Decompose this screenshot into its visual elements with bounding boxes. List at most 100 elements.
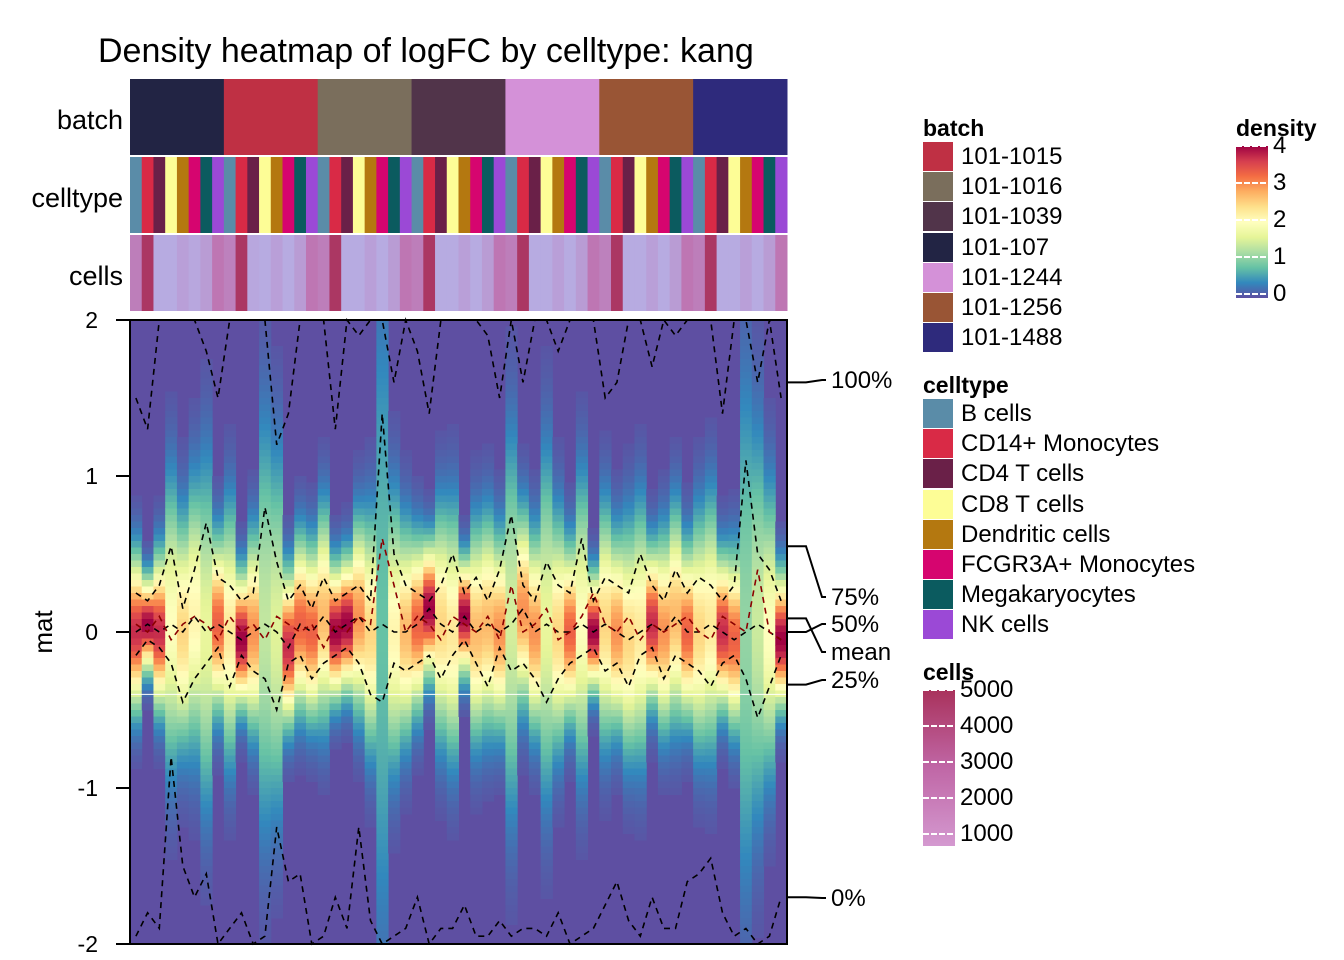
density-cell (282, 742, 295, 750)
density-cell (517, 612, 530, 620)
density-cell (751, 742, 765, 750)
density-cell (481, 729, 495, 737)
density-cell (376, 872, 389, 880)
density-cell (740, 463, 753, 470)
density-cell (247, 729, 260, 737)
density-cell (763, 794, 776, 802)
cells-cell (564, 235, 577, 311)
density-cell (470, 664, 483, 672)
density-cell (575, 398, 589, 405)
density-cell (435, 703, 448, 711)
density-cell (564, 495, 577, 503)
density-cell (376, 885, 389, 893)
density-cell (669, 775, 682, 782)
density-cell (634, 541, 647, 548)
density-cell (200, 625, 213, 633)
density-cell (740, 411, 753, 418)
celltype-cell (669, 157, 682, 233)
density-cell (399, 749, 413, 756)
density-cell (341, 729, 354, 737)
density-cell (247, 495, 260, 503)
density-cell (165, 619, 178, 626)
density-cell (564, 651, 577, 659)
density-cell (352, 736, 366, 743)
density-cell (528, 671, 542, 678)
density-cell (305, 560, 319, 568)
density-cell (763, 755, 776, 763)
density-cell (528, 664, 542, 672)
density-cell (481, 638, 495, 646)
density-cell (259, 424, 272, 431)
density-cell (200, 729, 213, 737)
density-cell (294, 515, 307, 522)
cells-cell (223, 235, 237, 311)
density-cell (259, 931, 272, 938)
density-cell (564, 749, 577, 756)
density-cell (364, 775, 377, 782)
density-cell (223, 463, 237, 470)
density-cell (540, 736, 553, 743)
density-cell (329, 554, 342, 561)
density-cell (716, 528, 729, 535)
density-cell (740, 814, 753, 821)
density-cell (493, 593, 506, 600)
density-cell (775, 612, 788, 620)
density-cell (411, 664, 424, 672)
density-cell (728, 632, 741, 639)
density-cell (235, 703, 248, 711)
density-cell (130, 502, 143, 509)
density-cell (716, 684, 729, 691)
cells-cell (247, 235, 260, 311)
cells-cell (728, 235, 741, 311)
density-cell (763, 606, 776, 613)
density-cell (423, 489, 436, 496)
density-cell (681, 489, 694, 496)
density-cell (458, 664, 471, 672)
colorbar-tick-label: 4000 (960, 712, 1014, 739)
density-cell (587, 528, 600, 535)
density-cell (481, 625, 495, 633)
density-cell (728, 534, 741, 542)
density-cell (751, 508, 765, 516)
density-cell (388, 619, 401, 626)
density-cell (317, 541, 330, 548)
density-cell (165, 749, 178, 756)
density-cell (223, 515, 237, 522)
celltype-legend-label: FCGR3A+ Monocytes (961, 551, 1196, 579)
density-cell (505, 567, 518, 574)
density-cell (435, 736, 448, 743)
density-cell (399, 541, 413, 548)
density-cell (294, 593, 307, 600)
density-cell (376, 638, 389, 646)
y-tick-label: 0 (85, 619, 98, 645)
density-cell (165, 807, 178, 815)
density-cell (470, 528, 483, 535)
density-cell (552, 703, 565, 711)
density-cell (435, 541, 448, 548)
density-cell (247, 645, 260, 652)
density-cell (364, 580, 377, 587)
density-cell (611, 775, 624, 782)
density-cell (693, 645, 706, 652)
density-cell (388, 482, 401, 490)
density-cell (517, 573, 530, 581)
batch-legend-item: 101-1039 (923, 202, 1062, 233)
density-cell (352, 541, 366, 548)
density-cell (587, 658, 600, 665)
density-cell (200, 359, 213, 366)
density-cell (669, 482, 682, 490)
density-cell (646, 489, 659, 496)
density-cell (270, 541, 284, 548)
density-cell (423, 554, 436, 561)
density-cell (259, 541, 272, 548)
density-cell (388, 469, 401, 477)
density-cell (446, 606, 459, 613)
density-cell (669, 586, 682, 594)
celltype-cell (270, 157, 284, 233)
density-cell (200, 749, 213, 756)
density-cell (270, 508, 284, 516)
density-cell (646, 742, 659, 750)
density-cell (270, 742, 284, 750)
density-cell (317, 554, 330, 561)
density-cell (130, 593, 143, 600)
